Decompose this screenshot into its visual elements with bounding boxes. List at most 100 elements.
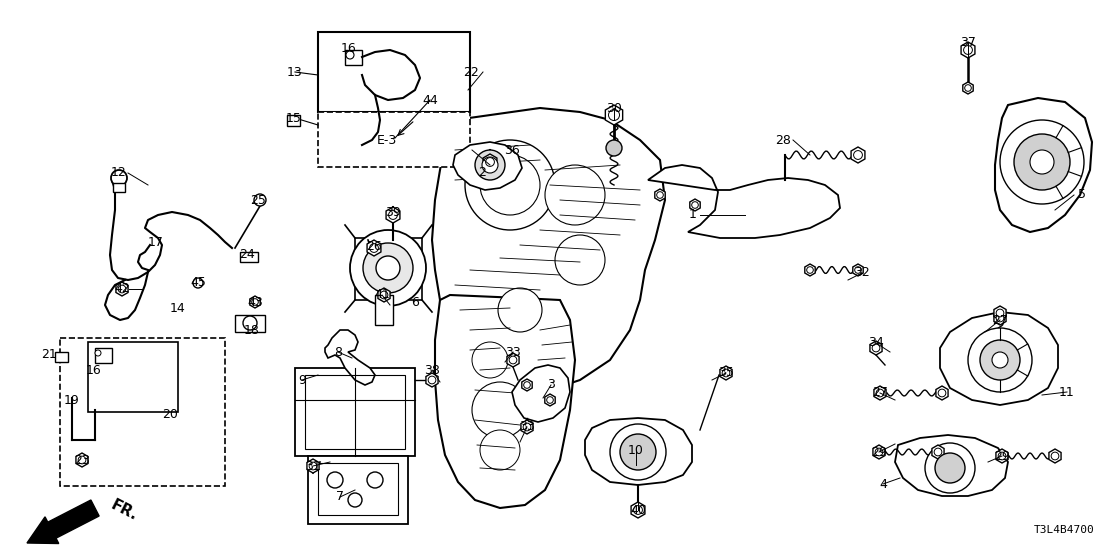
Text: 33: 33 (505, 346, 521, 358)
Polygon shape (249, 296, 260, 308)
Text: 38: 38 (424, 363, 440, 377)
Polygon shape (961, 42, 975, 58)
Text: T3L4B4700: T3L4B4700 (1034, 525, 1095, 535)
Circle shape (119, 285, 126, 293)
Circle shape (964, 45, 973, 54)
Polygon shape (994, 306, 1006, 320)
Circle shape (854, 266, 861, 273)
Polygon shape (932, 445, 944, 459)
Circle shape (1014, 134, 1070, 190)
Polygon shape (605, 105, 623, 125)
Circle shape (606, 140, 622, 156)
Circle shape (996, 309, 1004, 317)
Text: 30: 30 (606, 101, 622, 115)
Polygon shape (996, 449, 1008, 463)
Polygon shape (307, 459, 319, 473)
Circle shape (243, 316, 257, 330)
Text: 34: 34 (869, 336, 884, 350)
Circle shape (482, 157, 497, 173)
Circle shape (389, 211, 398, 219)
Polygon shape (113, 183, 125, 192)
Text: 35: 35 (718, 367, 733, 379)
Text: 45: 45 (191, 276, 206, 290)
Text: 17: 17 (148, 237, 164, 249)
Circle shape (608, 110, 619, 121)
Text: 1: 1 (689, 208, 697, 222)
Text: 37: 37 (960, 35, 976, 49)
Polygon shape (425, 373, 438, 387)
Circle shape (472, 382, 529, 438)
Circle shape (523, 423, 531, 431)
Polygon shape (95, 348, 112, 363)
Polygon shape (345, 50, 362, 65)
Polygon shape (512, 365, 570, 422)
Polygon shape (632, 502, 645, 518)
Circle shape (254, 194, 266, 206)
Circle shape (998, 452, 1006, 460)
Circle shape (968, 328, 1032, 392)
Text: 41: 41 (375, 289, 390, 301)
Circle shape (327, 472, 343, 488)
Bar (318, 463, 398, 515)
FancyArrow shape (27, 500, 99, 543)
Text: 19: 19 (64, 394, 80, 408)
Polygon shape (240, 252, 258, 262)
Text: 44: 44 (422, 94, 438, 106)
Polygon shape (432, 108, 665, 390)
Circle shape (524, 382, 531, 388)
Text: 33: 33 (520, 420, 535, 433)
Circle shape (348, 493, 362, 507)
Circle shape (938, 389, 946, 397)
Bar (60, 338, 225, 486)
Circle shape (979, 340, 1020, 380)
Polygon shape (386, 207, 400, 223)
Polygon shape (287, 115, 300, 126)
Circle shape (657, 192, 664, 198)
Circle shape (722, 369, 730, 377)
Circle shape (346, 51, 353, 59)
Text: 7: 7 (336, 490, 343, 504)
Polygon shape (522, 379, 532, 391)
Circle shape (350, 230, 425, 306)
Circle shape (95, 350, 101, 356)
Polygon shape (648, 165, 840, 238)
Bar (88, 342, 178, 412)
Bar (305, 375, 406, 449)
Circle shape (934, 448, 942, 456)
Bar (318, 112, 470, 167)
Text: 36: 36 (504, 143, 520, 156)
Polygon shape (895, 435, 1008, 496)
Text: 6: 6 (411, 295, 419, 309)
Polygon shape (873, 445, 885, 459)
Circle shape (996, 314, 1004, 322)
Text: 28: 28 (776, 134, 791, 146)
Polygon shape (453, 142, 522, 190)
Circle shape (465, 140, 555, 230)
Polygon shape (655, 189, 665, 201)
Polygon shape (720, 366, 732, 380)
Polygon shape (235, 315, 265, 332)
Text: 14: 14 (171, 302, 186, 315)
Text: 5: 5 (1078, 188, 1086, 202)
Circle shape (480, 430, 520, 470)
Text: 26: 26 (366, 239, 382, 253)
Text: 24: 24 (239, 249, 255, 261)
Circle shape (472, 342, 507, 378)
Text: 40: 40 (630, 504, 646, 516)
Polygon shape (483, 154, 496, 170)
Text: 18: 18 (244, 324, 260, 336)
Polygon shape (995, 98, 1092, 232)
Circle shape (1051, 452, 1059, 460)
Circle shape (925, 443, 975, 493)
Text: 3: 3 (547, 378, 555, 392)
Text: 16: 16 (341, 42, 357, 54)
Circle shape (1030, 150, 1054, 174)
Circle shape (370, 244, 379, 253)
Polygon shape (804, 264, 815, 276)
Circle shape (691, 202, 698, 208)
Circle shape (480, 155, 540, 215)
Circle shape (807, 266, 813, 273)
Text: 31: 31 (305, 459, 321, 473)
Text: 12: 12 (111, 167, 127, 179)
Polygon shape (690, 199, 700, 211)
